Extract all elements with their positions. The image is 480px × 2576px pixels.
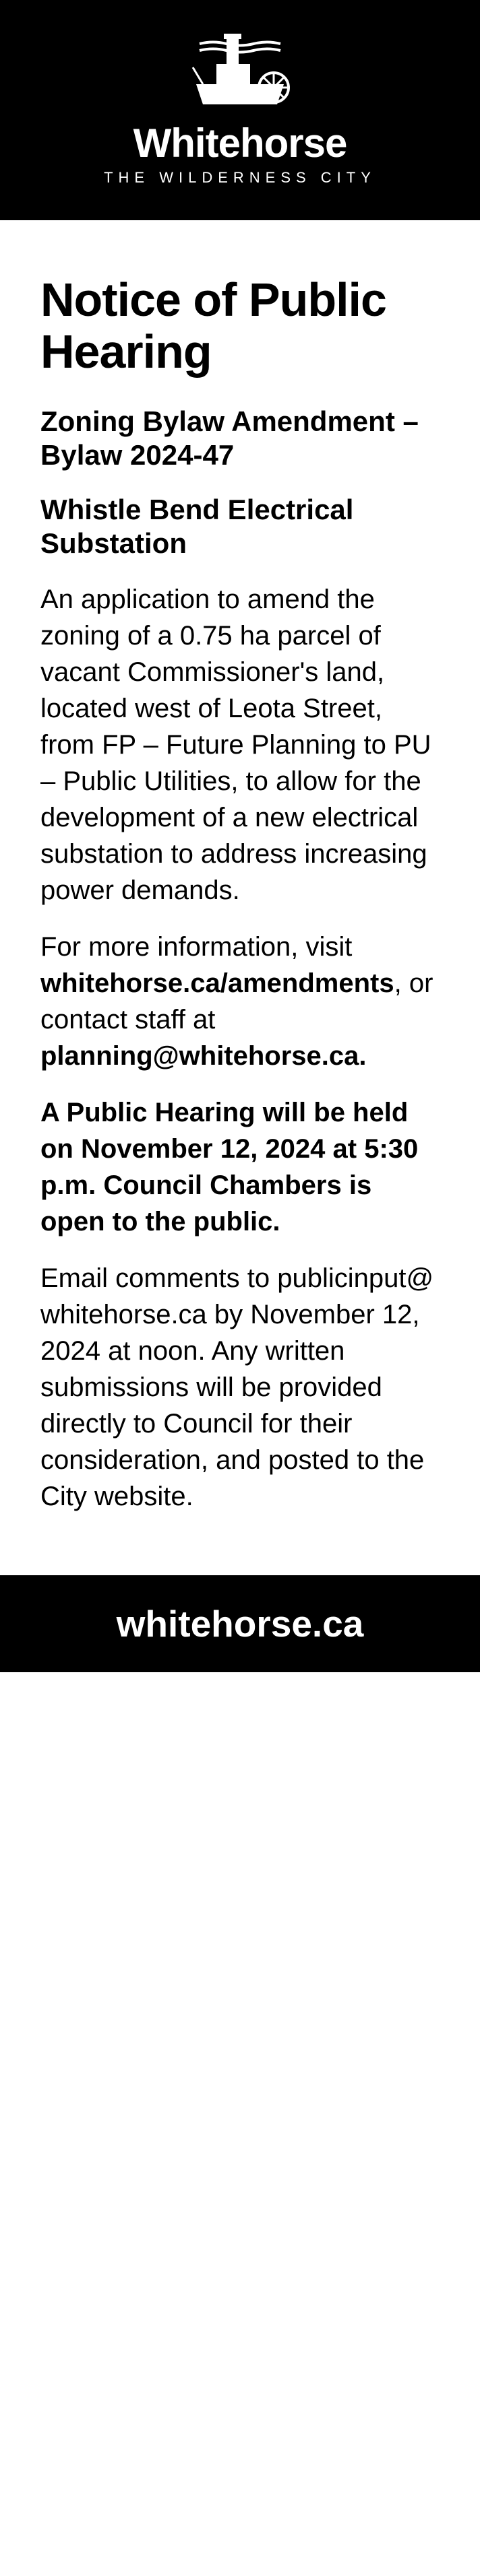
- logo-container: Whitehorse THE WILDERNESS CITY: [104, 27, 376, 220]
- hearing-details: A Public Hearing will be held on Novembe…: [40, 1094, 440, 1240]
- footer-url: whitehorse.ca: [13, 1602, 467, 1645]
- content-area: Notice of Public Hearing Zoning Bylaw Am…: [0, 247, 480, 1575]
- info-url: whitehorse.ca/amendments: [40, 968, 394, 998]
- steamboat-icon: [179, 27, 301, 114]
- header-bar: Whitehorse THE WILDERNESS CITY: [0, 0, 480, 220]
- more-info-paragraph: For more information, visit whitehorse.c…: [40, 929, 440, 1074]
- wave-divider: [0, 220, 480, 247]
- info-email: planning@whitehorse.ca.: [40, 1041, 367, 1071]
- brand-name: Whitehorse: [133, 120, 347, 166]
- bylaw-heading: Zoning Bylaw Amendment – Bylaw 2024-47: [40, 405, 440, 473]
- submission-instructions: Email comments to publicinput@ whitehors…: [40, 1260, 440, 1515]
- notice-title: Notice of Public Hearing: [40, 274, 440, 378]
- info-prefix: For more information, visit: [40, 932, 352, 962]
- tagline: THE WILDERNESS CITY: [104, 169, 376, 187]
- project-heading: Whistle Bend Electrical Substation: [40, 493, 440, 561]
- application-description: An application to amend the zoning of a …: [40, 581, 440, 909]
- footer-bar: whitehorse.ca: [0, 1575, 480, 1672]
